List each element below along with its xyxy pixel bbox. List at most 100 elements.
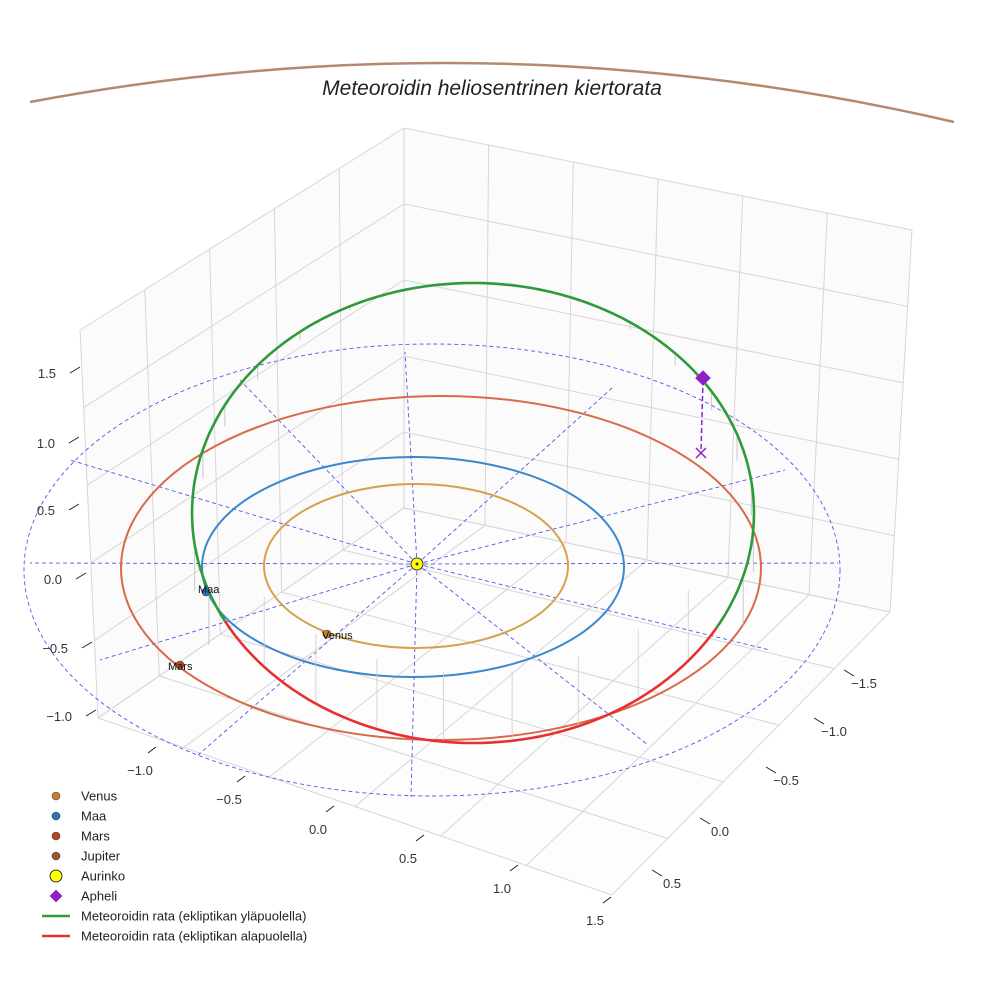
grid-line xyxy=(808,212,828,595)
grid-line xyxy=(209,249,221,635)
y-tick-mark xyxy=(843,669,855,677)
legend-label: Aurinko xyxy=(81,869,125,884)
y-tick-mark xyxy=(765,766,777,774)
grid-line xyxy=(86,279,904,486)
grid-line xyxy=(646,178,659,561)
x-tick-label: 0.0 xyxy=(309,822,327,837)
x-tick-mark xyxy=(325,805,335,813)
legend-label: Meteoroidin rata (ekliptikan yläpuolella… xyxy=(81,909,306,924)
z-tick-label: −1.0 xyxy=(46,709,72,724)
grid-line xyxy=(889,229,913,613)
ecliptic-spoke xyxy=(239,379,418,565)
earth-label: Maa xyxy=(198,584,220,596)
legend-dot-icon xyxy=(51,851,61,861)
grid-line xyxy=(79,329,99,719)
ecliptic-spoke xyxy=(69,459,418,565)
grid-lines xyxy=(79,127,913,896)
legend-dot-icon xyxy=(51,791,61,801)
y-tick-mark xyxy=(813,717,825,725)
grid-line xyxy=(440,576,729,837)
grid-line xyxy=(83,203,908,409)
z-tick-mark xyxy=(68,503,80,511)
ecliptic-circle xyxy=(23,343,841,797)
z-tick-mark xyxy=(85,709,97,717)
z-tick-label: 1.0 xyxy=(37,436,55,451)
axes-box xyxy=(79,127,913,896)
x-tick-label: 0.5 xyxy=(399,851,417,866)
bodies: Venus Maa Mars xyxy=(168,557,424,673)
legend-label: Maa xyxy=(81,809,107,824)
title-arc xyxy=(29,61,955,124)
aphelion-drop-line xyxy=(700,379,704,453)
meteoroid-orbit xyxy=(190,281,756,745)
axis-ticks: −1.0 −0.5 0.0 0.5 1.0 1.5 −1.0 −0.5 0.0 0.5 1.0 1.5… xyxy=(37,366,877,928)
legend-label: Meteoroidin rata (ekliptikan alapuolella… xyxy=(81,929,307,944)
back-left-pane xyxy=(80,128,404,718)
venus-orbit xyxy=(263,483,569,649)
legend-label: Jupiter xyxy=(81,849,121,864)
x-tick-mark xyxy=(602,896,612,904)
grid-line xyxy=(525,594,810,866)
y-tick-label: −0.5 xyxy=(773,773,799,788)
z-tick-label: 0.0 xyxy=(44,572,62,587)
y-tick-label: −1.0 xyxy=(821,724,847,739)
z-tick-label: 1.5 xyxy=(38,366,56,381)
legend-label: Venus xyxy=(81,789,118,804)
grid-line xyxy=(403,507,891,613)
aphelion-projection-marker xyxy=(695,447,707,459)
grid-line xyxy=(727,195,744,578)
x-tick-label: 1.5 xyxy=(586,913,604,928)
grid-line xyxy=(97,717,613,896)
x-tick-label: −0.5 xyxy=(216,792,242,807)
grid-line xyxy=(94,431,895,641)
mars-orbit xyxy=(120,395,762,741)
grid-line xyxy=(484,144,490,526)
grid-line xyxy=(611,611,891,896)
x-tick-label: −1.0 xyxy=(127,763,153,778)
legend-diamond-icon xyxy=(49,889,63,903)
x-tick-mark xyxy=(509,864,519,872)
grid-line xyxy=(79,127,913,331)
floor-pane xyxy=(98,508,890,895)
orbits xyxy=(120,395,762,741)
ecliptic-spoke xyxy=(416,387,613,565)
y-tick-mark xyxy=(699,817,711,825)
venus-marker xyxy=(322,629,332,639)
meteoroid-orbit-below xyxy=(223,620,718,745)
legend: Venus Maa Mars Jupiter Aurinko Apheli Meteoroi… xyxy=(42,789,307,944)
z-tick-mark xyxy=(69,366,81,374)
earth-marker xyxy=(201,587,211,597)
grid-line xyxy=(565,161,574,543)
x-tick-mark xyxy=(415,834,425,842)
y-tick-label: 0.5 xyxy=(663,876,681,891)
chart-title: Meteoroidin heliosentrinen kiertorata xyxy=(322,77,662,100)
legend-label: Mars xyxy=(81,829,110,844)
mars-label: Mars xyxy=(168,661,193,673)
x-tick-mark xyxy=(147,746,157,754)
y-tick-mark xyxy=(651,869,663,877)
z-tick-mark xyxy=(75,572,87,580)
z-tick-label: −0.5 xyxy=(42,641,68,656)
earth-orbit xyxy=(201,456,625,678)
drop-lines xyxy=(192,283,754,742)
y-tick-label: −1.5 xyxy=(851,676,877,691)
sun-core xyxy=(415,562,419,566)
legend-dot-icon xyxy=(51,811,61,821)
ecliptic-spoke xyxy=(410,563,418,798)
grid-line xyxy=(183,524,486,748)
grid-line xyxy=(97,507,405,719)
z-tick-label: 0.5 xyxy=(37,503,55,518)
grid-line xyxy=(354,559,648,807)
back-right-pane xyxy=(404,128,912,612)
z-tick-mark xyxy=(81,641,93,649)
y-tick-label: 0.0 xyxy=(711,824,729,839)
legend-label: Apheli xyxy=(81,889,117,904)
grid-line xyxy=(269,542,567,778)
meteoroid-orbit-above xyxy=(190,281,756,629)
mars-marker xyxy=(175,660,185,670)
legend-dot-icon xyxy=(51,831,61,841)
grid-line xyxy=(220,633,724,783)
x-tick-label: 1.0 xyxy=(493,881,511,896)
venus-label: Venus xyxy=(322,630,353,642)
